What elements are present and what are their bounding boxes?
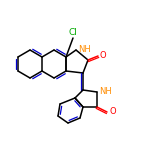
Text: Cl: Cl (69, 28, 77, 37)
Text: NH: NH (99, 88, 112, 97)
Text: O: O (100, 50, 107, 59)
Text: O: O (109, 107, 116, 116)
Text: NH: NH (78, 45, 91, 54)
